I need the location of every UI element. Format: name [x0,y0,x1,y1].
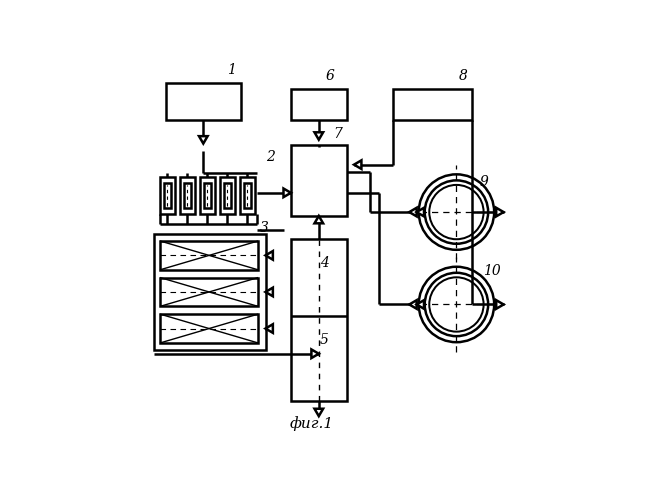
Text: 1: 1 [227,64,236,78]
Circle shape [419,266,494,342]
Polygon shape [409,300,417,309]
Polygon shape [266,324,273,333]
Circle shape [419,174,494,250]
Polygon shape [314,132,323,140]
Circle shape [429,185,484,239]
Polygon shape [417,208,424,216]
Text: 10: 10 [484,264,501,278]
Circle shape [425,180,488,244]
Polygon shape [496,208,504,216]
Bar [244,183,251,208]
Bar [291,239,347,400]
Bar [160,178,175,214]
Text: 2: 2 [266,150,275,164]
Bar [204,183,211,208]
Polygon shape [354,160,361,169]
Bar [155,234,266,350]
Bar [200,178,215,214]
Bar [240,178,255,214]
Bar [291,89,347,120]
Text: 7: 7 [333,127,342,141]
Text: 5: 5 [320,333,328,347]
Bar [160,241,258,270]
Circle shape [425,273,488,336]
Polygon shape [266,251,273,260]
Bar [166,83,241,120]
Text: 6: 6 [326,69,334,83]
Bar [220,178,235,214]
Text: фиг.1: фиг.1 [290,416,334,432]
Bar [393,89,472,120]
Bar [160,278,258,306]
Bar [164,183,171,208]
Text: 3: 3 [260,221,269,235]
Polygon shape [311,350,319,358]
Polygon shape [417,300,424,309]
Polygon shape [496,300,504,309]
Text: 9: 9 [480,175,488,189]
Bar [291,144,347,216]
Polygon shape [314,408,323,416]
Bar [224,183,231,208]
Polygon shape [284,188,291,197]
Bar [160,314,258,343]
Polygon shape [199,136,207,143]
Polygon shape [314,216,323,224]
Circle shape [429,278,484,332]
Text: 8: 8 [458,69,467,83]
Text: 4: 4 [320,256,328,270]
Bar [180,178,195,214]
Polygon shape [409,208,417,216]
Polygon shape [266,288,273,296]
Bar [184,183,191,208]
